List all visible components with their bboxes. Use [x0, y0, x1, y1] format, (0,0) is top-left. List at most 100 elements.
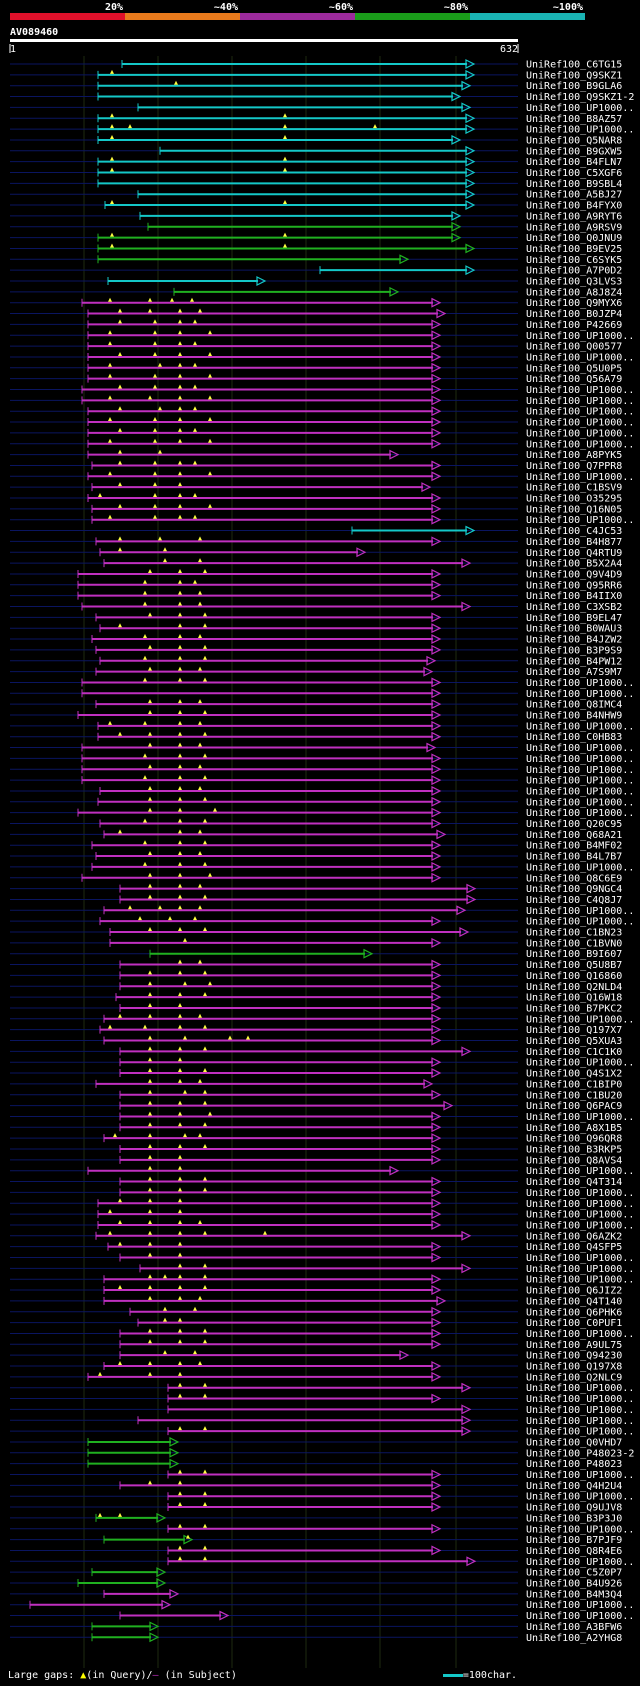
hit-label[interactable]: UniRef100_B4FYX0	[526, 201, 622, 212]
hit-row[interactable]: UniRef100_Q16860	[10, 970, 622, 982]
hit-label[interactable]: UniRef100_B4MF02	[526, 841, 622, 852]
hit-label[interactable]: UniRef100_Q2NLC9	[526, 1372, 622, 1383]
hit-row[interactable]: UniRef100_UP1000..	[10, 384, 634, 397]
hit-label[interactable]: UniRef100_A9UL75	[526, 1340, 622, 1351]
hit-row[interactable]: UniRef100_A9RYT6	[10, 210, 622, 222]
hit-label[interactable]: UniRef100_UP1000..	[526, 331, 634, 342]
hit-row[interactable]: UniRef100_B9GLA6	[10, 80, 622, 93]
hit-row[interactable]: UniRef100_Q6AZK2	[10, 1230, 622, 1243]
hit-row[interactable]: UniRef100_UP1000..	[10, 742, 634, 755]
hit-row[interactable]: UniRef100_C4Q8J7	[10, 894, 622, 906]
hit-label[interactable]: UniRef100_B0WAU3	[526, 624, 622, 635]
hit-label[interactable]: UniRef100_UP1000..	[526, 1199, 634, 1210]
hit-label[interactable]: UniRef100_Q9SKZ1-2	[526, 92, 634, 103]
hit-label[interactable]: UniRef100_UP1000..	[526, 385, 634, 396]
hit-row[interactable]: UniRef100_UP1000..	[10, 1252, 634, 1265]
hit-label[interactable]: UniRef100_UP1000..	[526, 1416, 634, 1427]
hit-label[interactable]: UniRef100_Q4T140	[526, 1296, 622, 1307]
hit-row[interactable]: UniRef100_B5X2A4	[10, 558, 622, 570]
hit-label[interactable]: UniRef100_Q20C95	[526, 819, 622, 830]
hit-label[interactable]: UniRef100_B4NHW9	[526, 711, 622, 722]
hit-label[interactable]: UniRef100_C1BVN0	[526, 938, 622, 949]
hit-label[interactable]: UniRef100_C5XGF6	[526, 168, 622, 179]
hit-row[interactable]: UniRef100_UP1000..	[10, 1263, 634, 1275]
hit-label[interactable]: UniRef100_Q8R4E6	[526, 1546, 622, 1557]
hit-row[interactable]: UniRef100_UP1000..	[10, 1111, 634, 1123]
hit-label[interactable]: UniRef100_B0JZP4	[526, 309, 622, 320]
hit-label[interactable]: UniRef100_C5Z0P7	[526, 1568, 622, 1579]
hit-row[interactable]: UniRef100_Q0JNU9	[10, 232, 622, 245]
hit-row[interactable]: UniRef100_B4L7B7	[10, 851, 622, 863]
hit-row[interactable]: UniRef100_B4NHW9	[10, 710, 622, 722]
hit-row[interactable]: UniRef100_Q8AVS4	[10, 1154, 622, 1167]
hit-row[interactable]: UniRef100_C1BSV9	[10, 482, 622, 494]
hit-row[interactable]: UniRef100_Q68A21	[10, 829, 622, 841]
hit-label[interactable]: UniRef100_Q4T314	[526, 1177, 622, 1188]
hit-row[interactable]: UniRef100_Q94230	[10, 1350, 622, 1362]
hit-row[interactable]: UniRef100_UP1000..	[10, 1426, 634, 1438]
hit-label[interactable]: UniRef100_UP1000..	[526, 1492, 634, 1503]
hit-label[interactable]: UniRef100_UP1000..	[526, 1524, 634, 1535]
hit-label[interactable]: UniRef100_Q4SFP5	[526, 1242, 622, 1253]
hit-label[interactable]: UniRef100_Q4RTU9	[526, 548, 622, 559]
hit-label[interactable]: UniRef100_Q4H2U4	[526, 1481, 622, 1492]
hit-row[interactable]: UniRef100_A2YHG8	[10, 1632, 622, 1644]
hit-row[interactable]: UniRef100_Q9MYX6	[10, 297, 622, 310]
hit-row[interactable]: UniRef100_UP1000..	[10, 438, 634, 451]
hit-label[interactable]: UniRef100_UP1000..	[526, 786, 634, 797]
hit-label[interactable]: UniRef100_B9EL47	[526, 613, 622, 624]
hit-label[interactable]: UniRef100_A8X1B5	[526, 1123, 622, 1134]
hit-row[interactable]: UniRef100_B4JZW2	[10, 634, 622, 646]
hit-label[interactable]: UniRef100_B4H877	[526, 537, 622, 548]
hit-label[interactable]: UniRef100_UP1000..	[526, 1394, 634, 1405]
hit-label[interactable]: UniRef100_Q4S1X2	[526, 1069, 622, 1080]
hit-label[interactable]: UniRef100_UP1000..	[526, 472, 634, 483]
hit-row[interactable]: UniRef100_UP1000..	[10, 102, 634, 114]
hit-row[interactable]: UniRef100_Q197X8	[10, 1361, 622, 1373]
hit-row[interactable]: UniRef100_UP1000..	[10, 124, 634, 136]
hit-row[interactable]: UniRef100_C0PUF1	[10, 1317, 622, 1330]
hit-label[interactable]: UniRef100_B9I607	[526, 949, 622, 960]
hit-row[interactable]: UniRef100_P42669	[10, 319, 622, 331]
hit-row[interactable]: UniRef100_UP1000..	[10, 395, 634, 407]
hit-row[interactable]: UniRef100_B0JZP4	[10, 308, 622, 321]
hit-row[interactable]: UniRef100_Q96QR8	[10, 1133, 622, 1145]
hit-label[interactable]: UniRef100_UP1000..	[526, 1058, 634, 1069]
hit-row[interactable]: UniRef100_C4JC53	[10, 525, 622, 537]
hit-label[interactable]: UniRef100_Q16W18	[526, 993, 622, 1004]
hit-label[interactable]: UniRef100_O35295	[526, 494, 622, 505]
hit-label[interactable]: UniRef100_Q7PPR8	[526, 461, 622, 472]
hit-label[interactable]: UniRef100_UP1000..	[526, 1427, 634, 1438]
hit-row[interactable]: UniRef100_Q6JIZ2	[10, 1285, 622, 1297]
hit-row[interactable]: UniRef100_UP1000..	[10, 1610, 634, 1622]
hit-label[interactable]: UniRef100_UP1000..	[526, 678, 634, 689]
hit-label[interactable]: UniRef100_UP1000..	[526, 689, 634, 700]
hit-row[interactable]: UniRef100_Q8C6E9	[10, 872, 622, 885]
hit-label[interactable]: UniRef100_A8J8Z4	[526, 287, 622, 298]
hit-label[interactable]: UniRef100_UP1000..	[526, 1166, 634, 1177]
hit-label[interactable]: UniRef100_B4IIX0	[526, 591, 622, 602]
hit-label[interactable]: UniRef100_UP1000..	[526, 1405, 634, 1416]
hit-row[interactable]: UniRef100_Q4S1X2	[10, 1068, 622, 1080]
hit-row[interactable]: UniRef100_UP1000..	[10, 1382, 634, 1395]
hit-label[interactable]: UniRef100_UP1000..	[526, 407, 634, 418]
hit-label[interactable]: UniRef100_Q00577	[526, 342, 622, 353]
hit-row[interactable]: UniRef100_C1BN23	[10, 927, 622, 939]
hit-row[interactable]: UniRef100_Q16N05	[10, 503, 622, 515]
hit-label[interactable]: UniRef100_UP1000..	[526, 917, 634, 928]
hit-label[interactable]: UniRef100_C1BSV9	[526, 483, 622, 494]
hit-label[interactable]: UniRef100_UP1000..	[526, 1220, 634, 1231]
hit-label[interactable]: UniRef100_UP1000..	[526, 1014, 634, 1025]
hit-row[interactable]: UniRef100_UP1000..	[10, 1599, 634, 1611]
hit-label[interactable]: UniRef100_Q16N05	[526, 504, 622, 515]
hit-row[interactable]: UniRef100_UP1000..	[10, 406, 634, 418]
hit-label[interactable]: UniRef100_UP1000..	[526, 1264, 634, 1275]
hit-label[interactable]: UniRef100_Q5NAR8	[526, 135, 622, 146]
hit-label[interactable]: UniRef100_C4JC53	[526, 526, 622, 537]
hit-row[interactable]: UniRef100_Q20C95	[10, 818, 622, 831]
hit-label[interactable]: UniRef100_UP1000..	[526, 765, 634, 776]
hit-row[interactable]: UniRef100_B9SBL4	[10, 178, 622, 190]
hit-row[interactable]: UniRef100_A7S9M7	[10, 666, 622, 679]
hit-label[interactable]: UniRef100_UP1000..	[526, 125, 634, 136]
hit-label[interactable]: UniRef100_C6TG15	[526, 60, 622, 71]
